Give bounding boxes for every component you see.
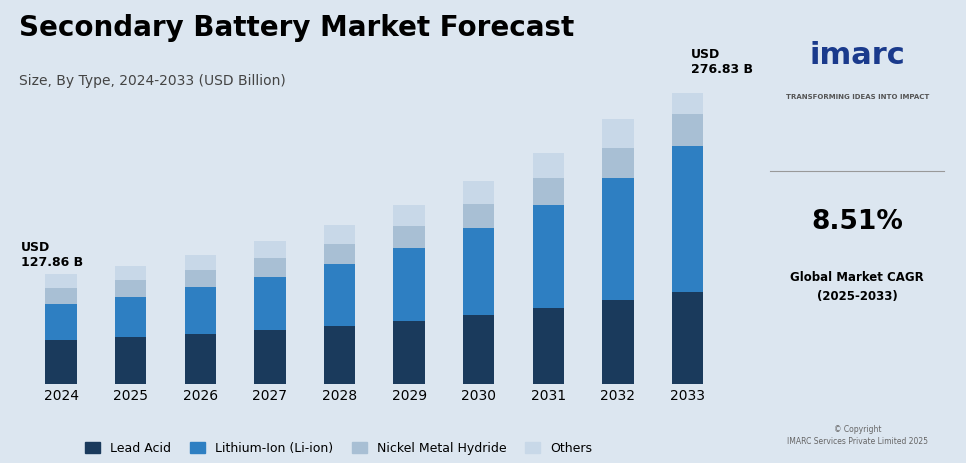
Bar [532, 178, 564, 205]
Text: TRANSFORMING IDEAS INTO IMPACT: TRANSFORMING IDEAS INTO IMPACT [785, 94, 929, 100]
Bar [532, 153, 564, 178]
Bar [602, 148, 634, 177]
Text: USD
276.83 B: USD 276.83 B [691, 48, 753, 76]
Bar [115, 337, 147, 384]
Bar [393, 321, 425, 384]
Bar [324, 225, 355, 244]
Bar [45, 304, 76, 340]
Text: Size, By Type, 2024-2033 (USD Billion): Size, By Type, 2024-2033 (USD Billion) [19, 74, 286, 88]
Bar [324, 326, 355, 384]
Bar [115, 297, 147, 337]
Bar [672, 81, 703, 114]
Bar [463, 181, 495, 204]
Bar [602, 177, 634, 300]
Bar [463, 204, 495, 228]
Text: Global Market CAGR
(2025-2033): Global Market CAGR (2025-2033) [790, 271, 924, 303]
Bar [324, 244, 355, 264]
Bar [393, 248, 425, 321]
Bar [45, 275, 76, 288]
Bar [532, 308, 564, 384]
Text: imarc: imarc [810, 41, 905, 70]
Bar [672, 292, 703, 384]
Text: © Copyright
IMARC Services Private Limited 2025: © Copyright IMARC Services Private Limit… [787, 425, 927, 445]
Bar [254, 330, 286, 384]
Bar [45, 288, 76, 304]
Bar [254, 258, 286, 277]
Bar [393, 225, 425, 248]
Bar [185, 334, 216, 384]
Text: 8.51%: 8.51% [811, 209, 903, 235]
Bar [115, 281, 147, 297]
Bar [115, 266, 147, 281]
Bar [324, 264, 355, 326]
Bar [254, 241, 286, 258]
Bar [602, 300, 634, 384]
Bar [393, 205, 425, 225]
Bar [602, 119, 634, 148]
Bar [45, 340, 76, 384]
Bar [185, 288, 216, 334]
Bar [672, 114, 703, 146]
Text: USD
127.86 B: USD 127.86 B [20, 241, 83, 269]
Bar [463, 315, 495, 384]
Legend: Lead Acid, Lithium-Ion (Li-ion), Nickel Metal Hydride, Others: Lead Acid, Lithium-Ion (Li-ion), Nickel … [80, 437, 597, 460]
Bar [185, 270, 216, 288]
Text: Secondary Battery Market Forecast: Secondary Battery Market Forecast [19, 14, 575, 42]
Bar [532, 205, 564, 308]
Bar [185, 255, 216, 270]
Bar [463, 228, 495, 315]
Bar [254, 277, 286, 330]
Bar [672, 146, 703, 292]
